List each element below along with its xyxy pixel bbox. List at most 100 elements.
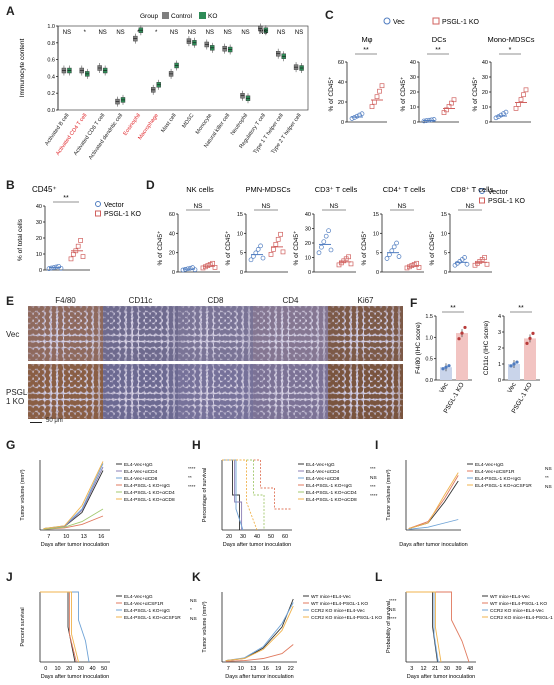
panel-d-ylabel: % of CD45⁺ xyxy=(429,230,436,265)
bar-psgl xyxy=(524,338,536,380)
panel-f-y-tick-label: 0.0 xyxy=(425,378,433,384)
panel-h-survival: Percentage of survival Days after tumor i… xyxy=(202,459,378,548)
xlabel: Days after tumor inoculation xyxy=(407,674,475,680)
ylabel: Tumor volume (mm³) xyxy=(202,601,208,652)
legend-label: EL4-PSGL-1 KO+IgG xyxy=(124,608,170,614)
data-point-vec xyxy=(53,264,59,270)
category-label: Neutrophil xyxy=(230,113,249,137)
legend-marker-vec xyxy=(383,17,391,25)
legend-label-vector: Vector xyxy=(104,202,125,209)
panel-f-y-tick-label: 1 xyxy=(498,362,501,368)
legend-label: WT mice+EL4-Vec xyxy=(490,594,530,600)
micrograph-column-label: CD4 xyxy=(282,296,299,305)
micrograph-image xyxy=(103,364,178,419)
series-line xyxy=(222,459,240,530)
sig-label: NS xyxy=(261,203,271,210)
sig-label: NS xyxy=(277,30,285,36)
x-category-label: Vec xyxy=(506,381,518,395)
sig-label: **** xyxy=(389,616,397,622)
panel-c-y-tick-label: 60 xyxy=(338,60,344,66)
panel-d-y-tick-label: 10 xyxy=(441,231,447,237)
legend-label: EL4-PSGL-1 KO+αCD8 xyxy=(306,497,357,503)
panel-c-dotplots: Vec PSGL-1 KO Mφ 0 20 40 60 % of CD45⁺ ** DCs 0 10 2… xyxy=(328,17,535,126)
sig-label: NS xyxy=(170,30,178,36)
data-point-vec xyxy=(180,267,186,273)
panel-b-label: B xyxy=(6,178,15,192)
sig-label: ** xyxy=(545,475,549,481)
panel-e-label: E xyxy=(6,294,15,308)
panel-i-growth: Tumor volume (mm³) Days after tumor inocu… xyxy=(386,460,552,548)
x-tick-label: 20 xyxy=(226,534,232,540)
data-point-vec xyxy=(319,244,324,250)
panel-d-y-tick-label: 30 xyxy=(305,227,311,233)
x-tick-label: 50 xyxy=(268,534,274,540)
panel-c-ylabel: % of CD45⁺ xyxy=(472,76,479,111)
micrograph-image xyxy=(253,306,328,361)
panel-b-y-tick-label: 20 xyxy=(36,236,42,242)
data-point-psgl xyxy=(444,107,449,113)
legend-label: EL4-Vec+IgG xyxy=(475,462,504,468)
data-point xyxy=(447,364,451,368)
data-point-psgl xyxy=(348,261,354,267)
panel-c-ylabel: % of CD45⁺ xyxy=(328,76,335,111)
data-point-psgl xyxy=(414,260,419,266)
legend-label: EL4-Vec+IgG xyxy=(306,462,335,468)
panel-c-y-tick-label: 0 xyxy=(413,120,416,126)
sig-label: NS xyxy=(370,475,377,481)
x-tick-label: 16 xyxy=(98,534,104,540)
panel-c-y-tick-label: 40 xyxy=(338,80,344,86)
micrograph-column-label: CD8 xyxy=(207,296,224,305)
data-point xyxy=(463,325,467,330)
data-point-psgl xyxy=(369,104,375,109)
legend-label: WT mice+EL4-Vec xyxy=(311,594,351,600)
panel-a-y-tick-label: 0.8 xyxy=(47,41,55,47)
xlabel: Days after tumor inoculation xyxy=(223,542,291,548)
sig-label: *** xyxy=(370,466,376,472)
subplot-title: NK cells xyxy=(186,185,214,194)
panel-d-ylabel: % of CD45⁺ xyxy=(293,230,300,265)
legend-label: EL4-Vec+αCD4 xyxy=(306,469,340,475)
micrograph-row-label: PSGL-1 KO xyxy=(6,388,31,406)
bar-vec xyxy=(440,367,452,380)
legend-swatch-control xyxy=(162,12,169,19)
x-tick-label: 30 xyxy=(444,666,450,672)
legend-label: EL4-Vec+αCSF1R xyxy=(475,469,515,475)
legend-label: EL4-Vec+αCD8 xyxy=(306,476,340,482)
panel-f-ylabel: F4/80 (IHC score) xyxy=(415,322,422,374)
x-tick-label: 0 xyxy=(44,666,47,672)
sig-label: NS xyxy=(223,30,231,36)
xlabel: Days after tumor inoculation xyxy=(41,542,109,548)
x-tick-label: 22 xyxy=(288,666,294,672)
sig-label: NS xyxy=(259,30,267,36)
panel-f-y-tick-label: 0.5 xyxy=(425,357,433,363)
data-point-psgl xyxy=(273,242,279,247)
category-label: MDSC xyxy=(181,113,195,130)
series-line xyxy=(408,475,459,530)
data-point-vec xyxy=(258,243,263,249)
x-tick-label: 13 xyxy=(250,666,256,672)
sig-label: **** xyxy=(370,493,378,499)
panel-c-y-tick-label: 20 xyxy=(338,100,344,106)
x-tick-label: 48 xyxy=(467,666,473,672)
sig-label: **** xyxy=(188,484,196,490)
panel-f-y-tick-label: 0 xyxy=(498,378,501,384)
micrograph-image xyxy=(178,364,253,419)
panel-c-y-tick-label: 10 xyxy=(482,105,488,111)
legend-label: EL4-PSGL-1 KO+IgG xyxy=(475,476,521,482)
panel-a-y-tick-label: 0.6 xyxy=(47,58,55,64)
panel-l-survival: Probability of survival Days after tumor … xyxy=(386,591,554,680)
x-tick-label: 30 xyxy=(240,534,246,540)
series-line xyxy=(408,519,459,530)
data-point xyxy=(525,341,529,345)
series-line xyxy=(222,459,258,531)
sig-label: NS xyxy=(98,30,106,36)
data-point-vec xyxy=(316,250,322,256)
data-point-vec xyxy=(326,228,331,234)
category-label: Monocyte xyxy=(195,113,214,136)
category-label: Mast cell xyxy=(160,113,177,134)
sig-label: *** xyxy=(370,484,376,490)
data-point-psgl xyxy=(68,256,74,262)
data-point-psgl xyxy=(374,94,380,100)
data-point-psgl xyxy=(516,102,521,107)
legend-swatch-ko xyxy=(199,12,206,19)
